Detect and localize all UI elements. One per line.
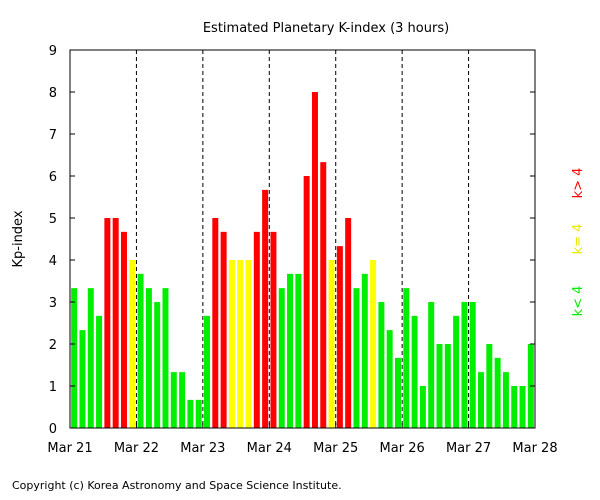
kp-bar	[204, 315, 210, 428]
legend-entry: k= 4	[571, 224, 586, 255]
kp-bar	[469, 302, 476, 428]
kp-bar	[370, 260, 377, 428]
plot-frame	[69, 49, 536, 429]
kp-bar	[353, 288, 360, 428]
kp-bar	[228, 260, 235, 428]
kp-bar	[104, 218, 111, 428]
kp-bar	[237, 260, 244, 428]
y-tick-label: 1	[49, 380, 57, 395]
y-tick-label: 4	[49, 254, 57, 269]
y-tick-label: 8	[49, 86, 57, 101]
y-tick-label: 0	[49, 422, 57, 437]
kp-bar	[278, 288, 285, 428]
x-tick-label: Mar 21	[47, 441, 92, 456]
y-tick-label: 9	[49, 44, 57, 59]
kp-bar	[179, 372, 186, 428]
kp-bar	[395, 357, 401, 428]
x-tick-label: Mar 22	[114, 441, 159, 456]
kp-bar	[345, 218, 352, 428]
y-tick-label: 5	[49, 212, 57, 227]
kp-bar	[303, 176, 310, 428]
day-separator-grid	[135, 50, 470, 428]
kp-bar	[336, 246, 343, 428]
y-axis-label: Kp-index	[11, 210, 26, 267]
x-tick-labels: Mar 21 Mar 22 Mar 23 Mar 24 Mar 25 Mar 26 Mar …	[47, 441, 557, 456]
bars-group	[71, 92, 534, 428]
kp-bar	[154, 302, 161, 428]
kp-bar	[519, 386, 526, 428]
kp-bar	[295, 273, 302, 428]
x-tick-label: Mar 23	[180, 441, 225, 456]
kp-bar	[170, 372, 177, 428]
y-tick-label: 3	[49, 296, 57, 311]
kp-bar	[378, 302, 385, 428]
kp-bar	[386, 330, 393, 428]
kp-bar	[403, 288, 410, 428]
chart-title: Estimated Planetary K-index (3 hours)	[203, 21, 449, 36]
kp-bar	[120, 231, 127, 428]
kp-bar	[444, 344, 451, 428]
kp-bar	[328, 260, 335, 428]
kp-bar	[187, 399, 194, 428]
x-tick-label: Mar 25	[313, 441, 358, 456]
kp-bar	[137, 273, 144, 428]
axis-ticks	[69, 49, 536, 429]
x-tick-label: Mar 24	[247, 441, 292, 456]
y-tick-labels: 0 1 2 3 4 5 6 7 8 9	[49, 44, 57, 437]
kp-bar	[494, 357, 501, 428]
kp-bar	[112, 218, 119, 428]
kp-bar	[287, 273, 294, 428]
kp-bar	[245, 260, 252, 428]
kp-bar	[212, 218, 219, 428]
kp-bar	[320, 162, 327, 428]
x-tick-label: Mar 26	[380, 441, 425, 456]
legend: k< 4 k= 4 k> 4	[571, 168, 586, 317]
kp-bar	[461, 302, 468, 428]
kp-bar	[428, 302, 435, 428]
y-tick-label: 7	[49, 128, 57, 143]
kp-bar	[502, 372, 509, 428]
kp-bar	[361, 273, 368, 428]
kp-bar	[511, 386, 518, 428]
kp-bar	[87, 288, 94, 428]
kp-bar	[311, 92, 318, 428]
kp-bar	[162, 288, 169, 428]
kp-bar	[478, 372, 485, 428]
x-tick-label: Mar 27	[446, 441, 491, 456]
kp-bar	[253, 231, 260, 428]
legend-entry: k> 4	[571, 168, 586, 199]
x-tick-label: Mar 28	[512, 441, 557, 456]
kp-bar	[411, 315, 418, 428]
kp-bar	[436, 344, 443, 428]
kp-bar	[79, 330, 86, 428]
legend-entry: k< 4	[571, 286, 586, 317]
kp-bar	[419, 386, 426, 428]
kp-bar	[220, 231, 227, 428]
kp-bar	[486, 344, 493, 428]
kp-bar	[129, 260, 136, 428]
y-tick-label: 6	[49, 170, 57, 185]
kp-bar	[96, 315, 103, 428]
kp-bar	[195, 399, 202, 428]
kp-bar	[71, 288, 78, 428]
kp-bar	[262, 189, 269, 428]
kp-bar	[453, 315, 460, 428]
kp-bar	[270, 231, 277, 428]
y-tick-label: 2	[49, 338, 57, 353]
copyright-footer: Copyright (c) Korea Astronomy and Space …	[12, 479, 342, 492]
kp-bar	[145, 288, 152, 428]
